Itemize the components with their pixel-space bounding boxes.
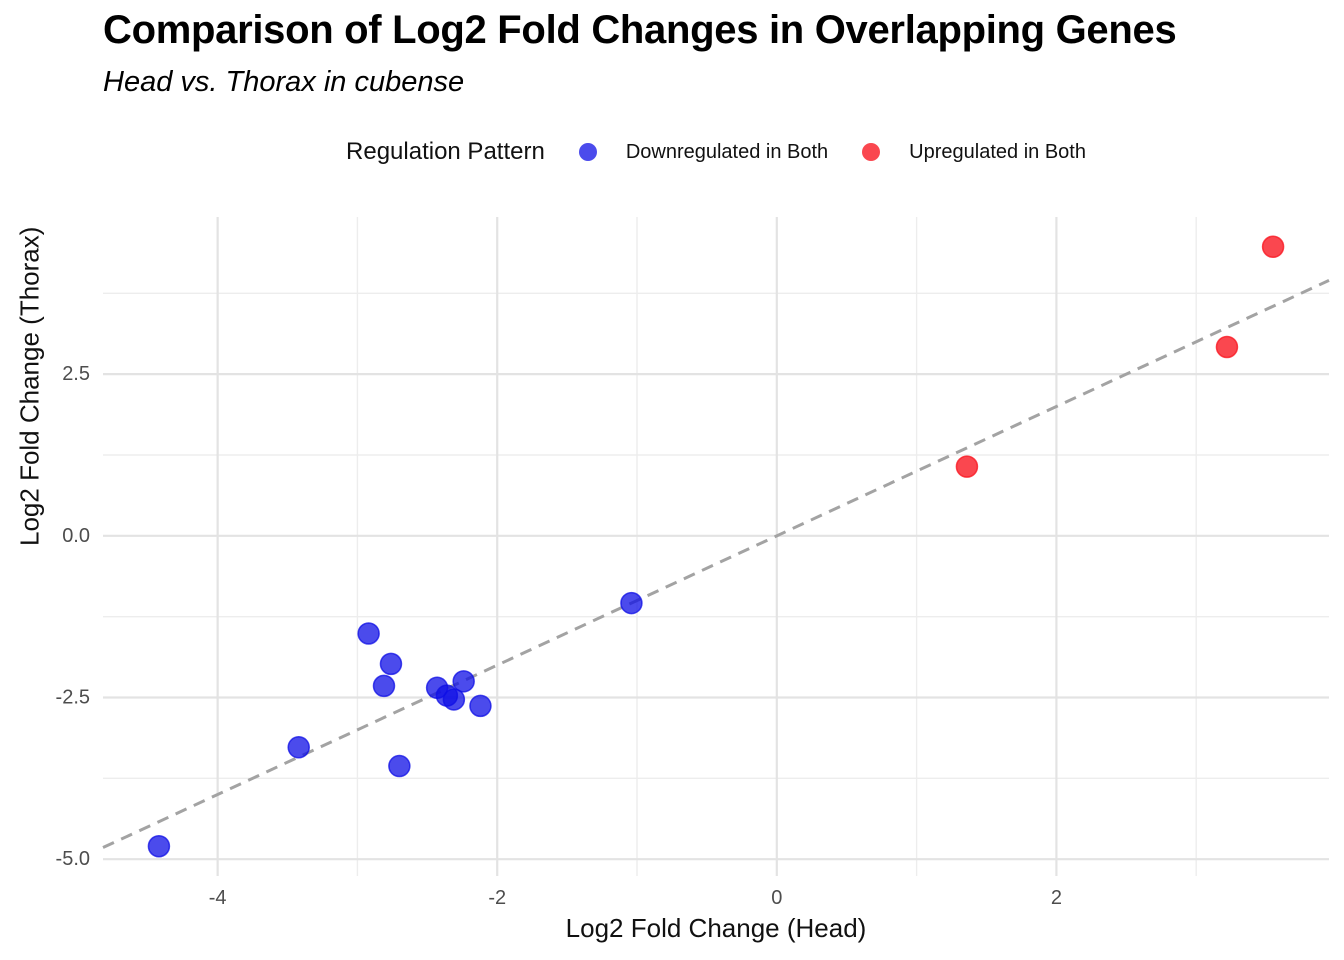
y-tick-label: 0.0 <box>62 525 90 547</box>
legend-label-upregulated: Upregulated in Both <box>909 140 1086 163</box>
data-point-downregulated <box>452 670 475 693</box>
data-point-downregulated <box>469 694 492 718</box>
y-tick-label: 2.5 <box>62 363 90 385</box>
data-point-downregulated <box>287 736 310 759</box>
x-tick-label: 2 <box>1051 887 1062 909</box>
legend-item-downregulated: Downregulated in Both <box>578 140 829 164</box>
data-point-upregulated <box>1261 235 1285 258</box>
x-tick-label: 0 <box>771 887 782 909</box>
data-point-upregulated <box>955 455 979 478</box>
legend-label-downregulated: Downregulated in Both <box>625 140 829 163</box>
y-tick-label: -5.0 <box>56 848 90 870</box>
data-point-downregulated <box>442 688 466 711</box>
data-point-downregulated <box>620 591 643 615</box>
data-point-downregulated <box>372 674 396 698</box>
data-point-downregulated <box>147 835 171 858</box>
x-tick-label: -2 <box>488 887 506 909</box>
x-tick-label: -4 <box>209 887 227 909</box>
identity-dashed-line <box>102 279 1330 849</box>
legend-item-upregulated: Upregulated in Both <box>862 141 1086 164</box>
data-point-downregulated <box>379 652 403 676</box>
upregulated-dot-icon <box>862 143 881 161</box>
data-point-downregulated <box>357 622 380 645</box>
y-tick-label: -2.5 <box>56 687 90 709</box>
x-axis-title: Log2 Fold Change (Head) <box>565 913 867 943</box>
legend: Regulation Pattern Downregulated in Both… <box>103 134 1329 170</box>
legend-title: Regulation Pattern <box>346 138 545 165</box>
chart-subtitle: Head vs. Thorax in cubense <box>103 66 465 98</box>
downregulated-dot-icon <box>578 143 597 161</box>
chart-title: Comparison of Log2 Fold Changes in Overl… <box>103 8 1177 52</box>
data-point-upregulated <box>1215 335 1239 359</box>
data-point-downregulated <box>388 754 411 778</box>
